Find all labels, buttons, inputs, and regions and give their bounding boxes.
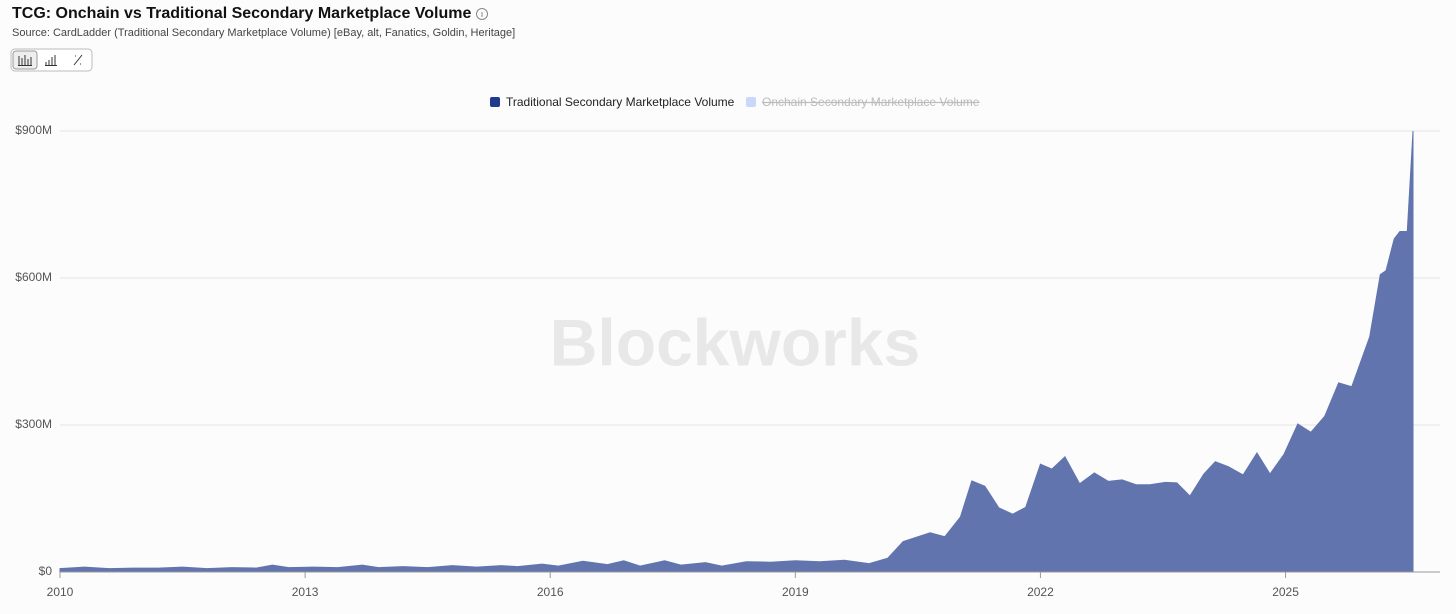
chart-title: TCG: Onchain vs Traditional Secondary Ma… (12, 5, 471, 22)
y-tick-label: $0 (39, 564, 53, 578)
x-tick-label: 2016 (537, 585, 564, 599)
percent-mode-button[interactable] (73, 54, 83, 66)
y-tick-label: $600M (15, 270, 52, 284)
legend-label: Traditional Secondary Marketplace Volume (506, 95, 735, 109)
area (59, 130, 1414, 573)
legend-label-hidden[interactable]: Onchain Secondary Marketplace Volume (762, 95, 980, 109)
x-tick-label: 2022 (1027, 585, 1054, 599)
y-tick-label: $300M (15, 417, 52, 431)
x-tick-label: 2025 (1272, 585, 1299, 599)
x-tick-label: 2013 (292, 585, 319, 599)
watermark: Blockworks (550, 305, 920, 379)
legend-swatch-hidden[interactable] (746, 97, 756, 107)
legend-swatch (490, 97, 500, 107)
y-tick-label: $900M (15, 123, 52, 137)
x-tick-label: 2010 (47, 585, 74, 599)
chart-subtitle: Source: CardLadder (Traditional Secondar… (12, 27, 515, 39)
bar-icon (18, 55, 32, 66)
info-icon[interactable] (476, 8, 488, 20)
chart-mode-buttons (10, 48, 93, 72)
stacked-mode-button[interactable] (45, 55, 57, 66)
x-tick-label: 2019 (782, 585, 809, 599)
